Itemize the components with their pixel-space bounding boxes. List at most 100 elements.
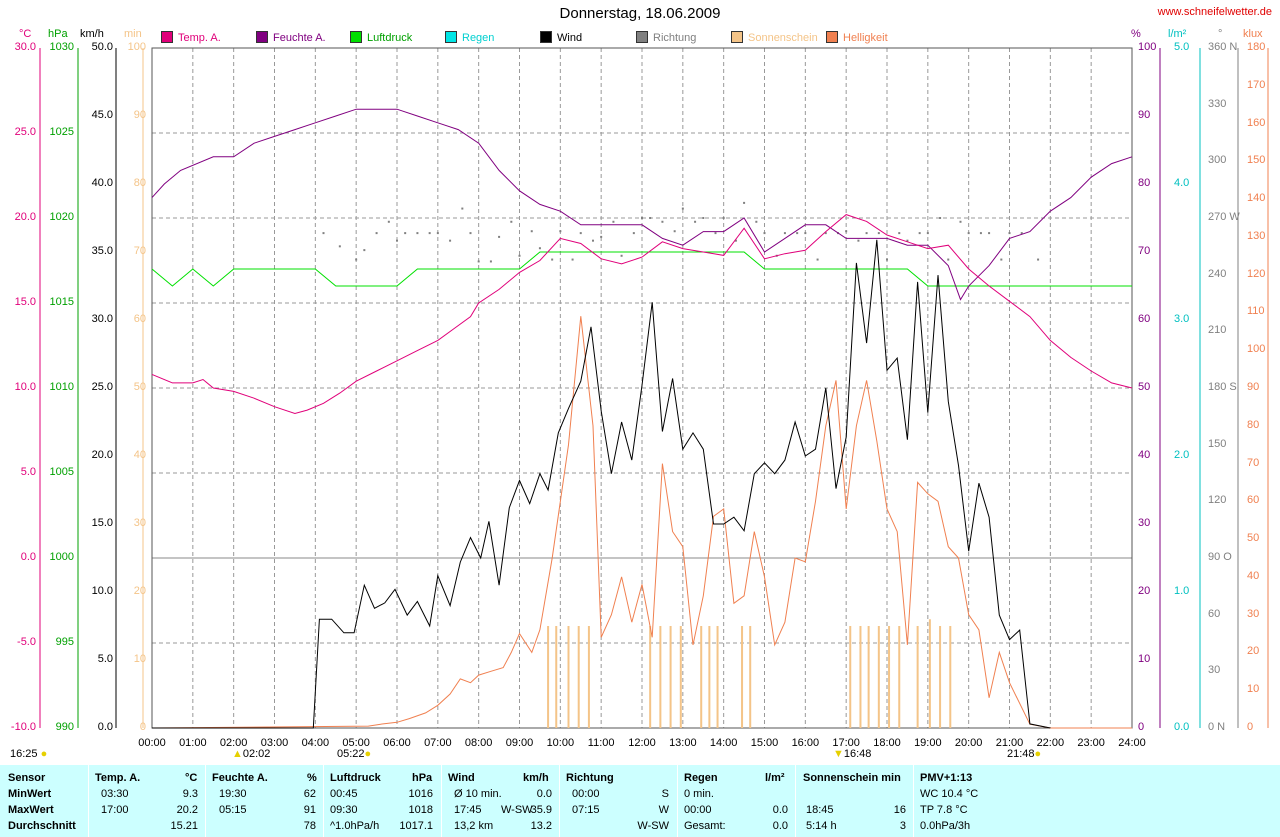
x-tick: 15:00 [750, 737, 779, 749]
wind-unit: km/h [80, 28, 104, 40]
weather-chart [39, 47, 1269, 729]
direction-dot [322, 232, 325, 235]
direction-dot [755, 220, 758, 223]
lux-tick: 100 [1247, 343, 1266, 356]
dir-tick: 300 [1208, 154, 1227, 167]
lux-tick: 170 [1247, 78, 1266, 91]
legend-swatch [445, 31, 457, 43]
temp-tick: 0.0 [20, 551, 36, 563]
x-tick: 02:00 [219, 737, 248, 749]
direction-dot [857, 239, 860, 242]
series-feuchte-a [151, 108, 1133, 301]
hdr-rain-unit: l/m² [765, 772, 785, 784]
x-tick: 21:00 [995, 737, 1024, 749]
direction-dot [796, 232, 799, 235]
direction-dot [551, 258, 554, 261]
rain-tick: 4.0 [1174, 177, 1190, 189]
stats-cell: 1016 [408, 788, 433, 800]
x-tick: 18:00 [873, 737, 901, 749]
legend-swatch [161, 31, 173, 43]
wind-tick: 25.0 [91, 381, 113, 393]
sunmin-tick: 100 [127, 41, 146, 53]
stats-cell: W-SW [501, 804, 533, 816]
direction-dot [886, 258, 888, 261]
direction-dot [979, 232, 982, 235]
sunmin-tick: 80 [133, 177, 146, 189]
stats-cell: 0.0 [772, 820, 788, 832]
temp-unit: °C [19, 28, 32, 40]
direction-dot [510, 220, 513, 223]
moonrise: ▲02:02 [232, 748, 271, 760]
direction-dot [804, 232, 807, 235]
lux-tick: 30 [1247, 607, 1260, 620]
legend-swatch [540, 31, 552, 43]
direction-dot [714, 232, 717, 235]
lux-tick: 130 [1247, 229, 1266, 242]
stats-cell: 1018 [408, 804, 433, 816]
stats-cell: 17:45 [454, 804, 482, 816]
direction-dot [783, 232, 786, 235]
hum-tick: 50 [1138, 381, 1151, 393]
site-link[interactable]: www.schneifelwetter.de [1157, 6, 1272, 18]
x-tick: 24:00 [1118, 737, 1146, 749]
x-tick: 14:00 [709, 737, 738, 749]
sunmin-tick: 30 [133, 517, 146, 529]
direction-dot [579, 232, 582, 235]
legend-item: Sonnenschein [731, 31, 818, 44]
direction-dot [898, 232, 901, 235]
legend-label: Sonnenschein [748, 32, 818, 44]
direction-dot [649, 217, 652, 219]
hum-tick: 40 [1138, 449, 1151, 461]
direction-dot [722, 217, 725, 219]
direction-dot [763, 232, 766, 235]
lux-tick: 10 [1247, 683, 1260, 696]
direction-dot [632, 232, 635, 235]
lux-tick: 40 [1247, 569, 1260, 582]
temp-tick: 25.0 [14, 126, 36, 138]
sunmin-tick: 10 [133, 653, 146, 665]
x-tick: 23:00 [1077, 737, 1105, 749]
stats-cell: WC 10.4 °C [920, 788, 979, 800]
rain-tick: 5.0 [1174, 41, 1190, 53]
x-tick: 06:00 [383, 737, 411, 749]
stats-cell: 9.3 [182, 788, 198, 800]
wind-tick: 50.0 [91, 41, 113, 53]
direction-dot [461, 207, 464, 210]
series-wind [152, 239, 1051, 729]
rain-tick: 3.0 [1174, 313, 1190, 325]
direction-dot [959, 220, 962, 223]
press-tick: 1030 [49, 41, 74, 53]
direction-dot [694, 220, 697, 223]
lux-tick: 140 [1247, 192, 1266, 205]
stats-cell: 0.0 [772, 804, 788, 816]
x-tick: 05:00 [342, 737, 370, 749]
x-tick: 01:00 [179, 737, 207, 749]
hum-tick: 90 [1138, 109, 1151, 121]
x-tick: 20:00 [954, 737, 983, 749]
wind-tick: 35.0 [91, 245, 113, 257]
direction-dot [967, 232, 970, 235]
stats-cell: 17:00 [101, 804, 129, 816]
dir-unit: ° [1218, 28, 1223, 40]
lux-tick: 90 [1247, 381, 1260, 393]
direction-dot [538, 247, 541, 250]
stats-cell: 15.21 [170, 820, 198, 832]
rain-tick: 1.0 [1174, 585, 1190, 597]
legend-label: Helligkeit [843, 32, 888, 44]
legend-item: Wind [540, 31, 582, 44]
stats-cell: Ø 10 min. [454, 788, 502, 800]
direction-dot [416, 232, 419, 235]
temp-tick: -5.0 [17, 636, 36, 648]
x-tick: 09:00 [505, 737, 534, 749]
direction-dot [845, 230, 848, 233]
press-tick: 1005 [49, 466, 74, 478]
lux-tick: 80 [1247, 418, 1260, 431]
sunset: 21:48● [1007, 748, 1042, 760]
stats-cell: 91 [303, 804, 316, 816]
direction-dot [571, 258, 574, 261]
temp-tick: 30.0 [14, 41, 36, 53]
legend-label: Feuchte A. [273, 32, 326, 44]
press-unit: hPa [48, 28, 68, 40]
direction-dot [906, 239, 909, 242]
direction-dot [436, 232, 439, 235]
